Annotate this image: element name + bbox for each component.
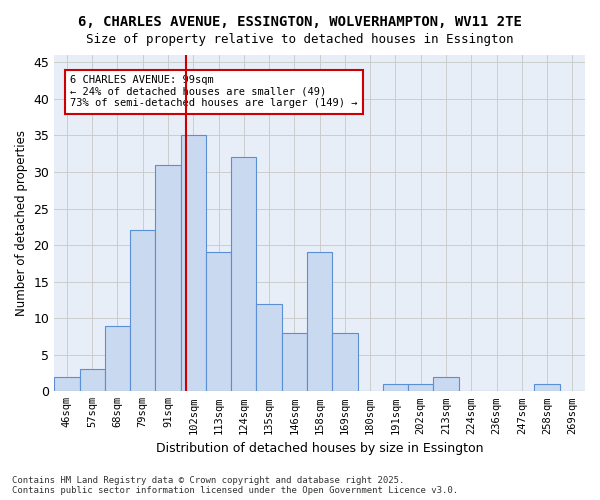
Bar xyxy=(535,384,560,392)
Bar xyxy=(433,376,458,392)
Bar xyxy=(256,304,282,392)
Bar xyxy=(282,333,307,392)
Bar xyxy=(105,326,130,392)
Bar xyxy=(181,136,206,392)
Bar xyxy=(155,164,181,392)
Text: 6, CHARLES AVENUE, ESSINGTON, WOLVERHAMPTON, WV11 2TE: 6, CHARLES AVENUE, ESSINGTON, WOLVERHAMP… xyxy=(78,15,522,29)
Bar xyxy=(206,252,231,392)
Bar xyxy=(231,158,256,392)
Bar xyxy=(80,370,105,392)
Y-axis label: Number of detached properties: Number of detached properties xyxy=(15,130,28,316)
Text: 6 CHARLES AVENUE: 99sqm
← 24% of detached houses are smaller (49)
73% of semi-de: 6 CHARLES AVENUE: 99sqm ← 24% of detache… xyxy=(70,75,358,108)
Bar xyxy=(130,230,155,392)
Text: Size of property relative to detached houses in Essington: Size of property relative to detached ho… xyxy=(86,32,514,46)
X-axis label: Distribution of detached houses by size in Essington: Distribution of detached houses by size … xyxy=(156,442,484,455)
Text: Contains HM Land Registry data © Crown copyright and database right 2025.
Contai: Contains HM Land Registry data © Crown c… xyxy=(12,476,458,495)
Bar xyxy=(332,333,358,392)
Bar xyxy=(383,384,408,392)
Bar xyxy=(54,376,80,392)
Bar xyxy=(408,384,433,392)
Bar xyxy=(307,252,332,392)
